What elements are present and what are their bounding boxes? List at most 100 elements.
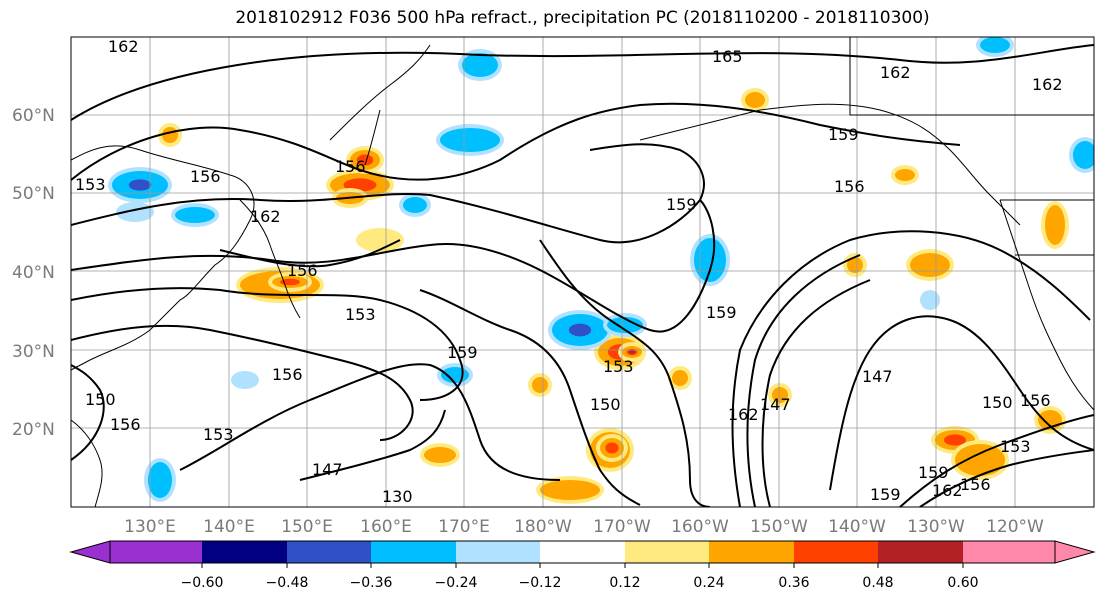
contour-label: 150 (982, 393, 1013, 412)
positive-anomaly-area (772, 387, 788, 403)
colorbar-frame (109, 540, 1056, 564)
contour-label: 159 (447, 343, 478, 362)
lat-label: 50°N (12, 184, 55, 204)
lon-label: 180°W (514, 517, 572, 537)
coast-japan (239, 199, 301, 319)
contour-label: 162 (932, 481, 963, 500)
colorbar-tick-label: 0.36 (778, 575, 809, 591)
contour-label-group: 162 165 162 162 159 156 156 156 162 156 … (75, 37, 1063, 506)
colorbar-tick-label: −0.48 (266, 575, 309, 591)
colorbar-segment (878, 541, 963, 563)
contour-label: 156 (190, 167, 221, 186)
positive-anomaly-area (162, 127, 178, 143)
negative-anomaly-area (980, 37, 1010, 53)
lon-label: 130°E (124, 517, 176, 537)
lat-label: 40°N (12, 263, 55, 283)
contour-label: 162 (108, 37, 139, 56)
longitude-labels: 130°E 140°E 150°E 160°E 170°E 180°W 170°W 160°W… (124, 517, 1044, 537)
contour-label: 159 (870, 485, 901, 504)
colorbar-tick-label: −0.24 (435, 575, 478, 591)
colorbar (69, 540, 1096, 564)
colorbar-ticks: −0.60 −0.48 −0.36 −0.24 −0.12 0.12 0.24 0.36 0.4… (181, 563, 979, 591)
coast-alaska (639, 103, 1021, 226)
refractivity-contours (71, 44, 1094, 507)
lon-label: 140°W (828, 517, 886, 537)
negative-anomaly-area (694, 238, 726, 282)
colorbar-segment (794, 541, 878, 563)
lon-label: 160°E (360, 517, 412, 537)
positive-anomaly-area (629, 350, 635, 354)
contour-label: 162 (728, 405, 759, 424)
colorbar-tick-label: −0.12 (519, 575, 562, 591)
positive-anomaly-area (745, 92, 765, 108)
negative-anomaly-area (1073, 141, 1094, 169)
colorbar-segment (287, 541, 371, 563)
negative-anomaly-area (920, 290, 940, 310)
positive-anomaly-area (424, 447, 456, 463)
latitude-labels: 60°N 50°N 40°N 30°N 20°N (12, 106, 55, 440)
map-frame (70, 36, 1095, 508)
positive-anomaly-area (910, 253, 950, 277)
colorbar-segment (456, 541, 540, 563)
colorbar-segment (625, 541, 709, 563)
contour-label: 153 (1000, 437, 1031, 456)
negative-anomaly-area (403, 197, 427, 213)
precip-negative-shading (108, 37, 1094, 502)
colorbar-tick-label: 0.60 (947, 575, 978, 591)
contour-label: 153 (345, 305, 376, 324)
contour-label: 153 (75, 175, 106, 194)
lon-label: 160°W (671, 517, 729, 537)
negative-anomaly-area (148, 462, 172, 498)
contour-label: 159 (706, 303, 737, 322)
lon-label: 170°W (593, 517, 651, 537)
negative-anomaly-area (175, 207, 215, 223)
positive-anomaly-area (944, 434, 966, 446)
coast-namerica (999, 199, 1094, 411)
contour-label: 147 (312, 460, 343, 479)
colorbar-arrow-right (1054, 540, 1096, 564)
negative-anomaly-area (231, 371, 259, 389)
gridlines (71, 37, 1094, 507)
lon-label: 170°E (438, 517, 490, 537)
map-layers: 162 165 162 162 159 156 156 156 162 156 … (71, 37, 1094, 507)
contour-label: 159 (918, 463, 949, 482)
positive-anomaly-area (605, 442, 619, 454)
contour-label: 156 (335, 157, 366, 176)
colorbar-segment (110, 541, 202, 563)
coast-kamchatka (329, 44, 431, 166)
colorbar-tick-label: 0.48 (862, 575, 893, 591)
contour-label: 147 (862, 367, 893, 386)
negative-anomaly-area (462, 53, 498, 77)
negative-anomaly-area (607, 317, 643, 333)
colorbar-segment (540, 541, 625, 563)
contour-label: 153 (603, 357, 634, 376)
positive-anomaly-area (532, 377, 548, 393)
negative-anomaly-area (128, 179, 152, 191)
positive-anomaly-area (1045, 205, 1065, 245)
positive-anomaly-area (847, 257, 863, 273)
contour-label: 156 (272, 365, 303, 384)
positive-anomaly-area (672, 370, 688, 386)
contour-label: 159 (666, 195, 697, 214)
contour-label: 150 (85, 390, 116, 409)
coast-border (849, 37, 1094, 256)
positive-anomaly-area (356, 154, 374, 166)
lon-label: 130°W (907, 517, 965, 537)
negative-anomaly-area (568, 323, 592, 337)
contour-label: 165 (712, 47, 743, 66)
positive-anomaly-area (895, 169, 915, 181)
contour-label: 162 (250, 207, 281, 226)
coast-asia (71, 145, 255, 371)
positive-anomaly-area (356, 228, 404, 252)
colorbar-tick-label: −0.60 (181, 575, 224, 591)
colorbar-arrow-left (69, 540, 111, 564)
negative-anomaly-area (440, 128, 500, 152)
colorbar-tick-label: 0.12 (609, 575, 640, 591)
lat-label: 60°N (12, 106, 55, 126)
coastlines (71, 37, 1094, 507)
colorbar-segment (202, 541, 287, 563)
lon-label: 150°E (281, 517, 333, 537)
contour-label: 130 (382, 487, 413, 506)
colorbar-segment (963, 541, 1055, 563)
